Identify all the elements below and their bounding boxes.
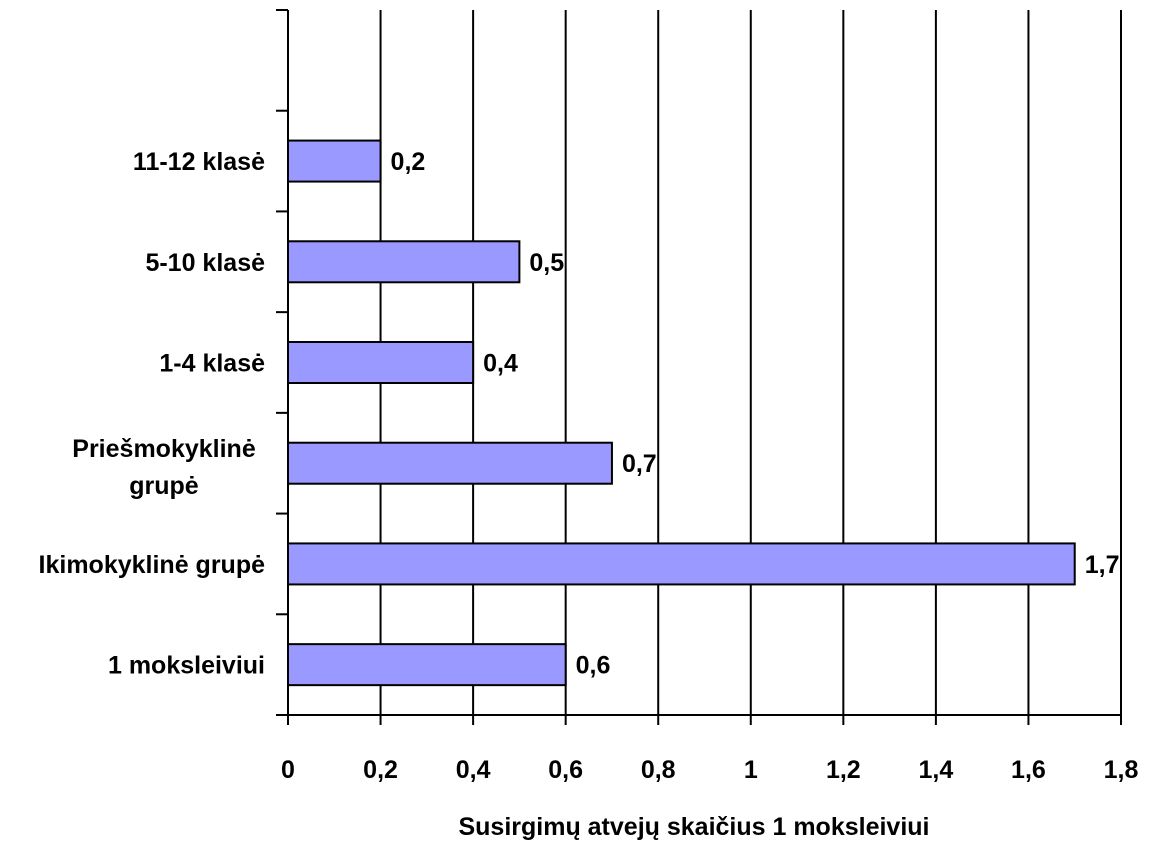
x-tick-label: 0,2 <box>363 756 398 784</box>
x-tick-labels: 0 0,2 0,4 0,6 0,8 1 1,2 1,4 1,6 1,8 <box>281 756 1138 784</box>
y-category-label: 1-4 klasė <box>159 350 265 378</box>
bar <box>287 643 567 687</box>
x-tick-label: 0,6 <box>548 756 583 784</box>
bars <box>287 139 1076 687</box>
y-category-label: 5-10 klasė <box>145 249 265 277</box>
y-category-label: 1 moksleiviui <box>108 652 265 680</box>
bar <box>287 441 613 485</box>
x-tick-label: 0,4 <box>456 756 491 784</box>
x-tick-label: 1,8 <box>1104 756 1139 784</box>
data-label: 0,7 <box>622 450 657 478</box>
bar <box>287 542 1076 586</box>
y-category-label: Ikimokyklinė grupė <box>39 551 266 579</box>
y-category-label: Priešmokyklinė grupė <box>72 435 256 500</box>
bar <box>287 240 521 284</box>
x-axis-title: Susirgimų atvejų skaičius 1 moksleiviui <box>458 813 929 841</box>
data-label: 1,7 <box>1085 551 1120 579</box>
data-label: 0,2 <box>391 148 426 176</box>
axes <box>276 9 1122 725</box>
gridlines <box>379 10 1122 715</box>
y-category-label: 11-12 klasė <box>133 148 265 176</box>
bar <box>287 139 382 183</box>
bar <box>287 341 475 384</box>
y-category-labels: 1 moksleiviui Ikimokyklinė grupė Priešmoky… <box>39 148 266 680</box>
data-label: 0,6 <box>576 652 611 680</box>
data-label: 0,4 <box>483 350 518 378</box>
x-tick-label: 0,8 <box>641 756 676 784</box>
x-tick-label: 1,4 <box>919 756 954 784</box>
x-tick-label: 1,6 <box>1011 756 1046 784</box>
data-label: 0,5 <box>529 249 564 277</box>
x-tick-label: 0 <box>281 756 295 784</box>
x-tick-label: 1 <box>744 756 758 784</box>
data-labels: 0,6 1,7 0,7 0,4 0,5 0,2 <box>391 148 1120 680</box>
x-tick-label: 1,2 <box>826 756 861 784</box>
